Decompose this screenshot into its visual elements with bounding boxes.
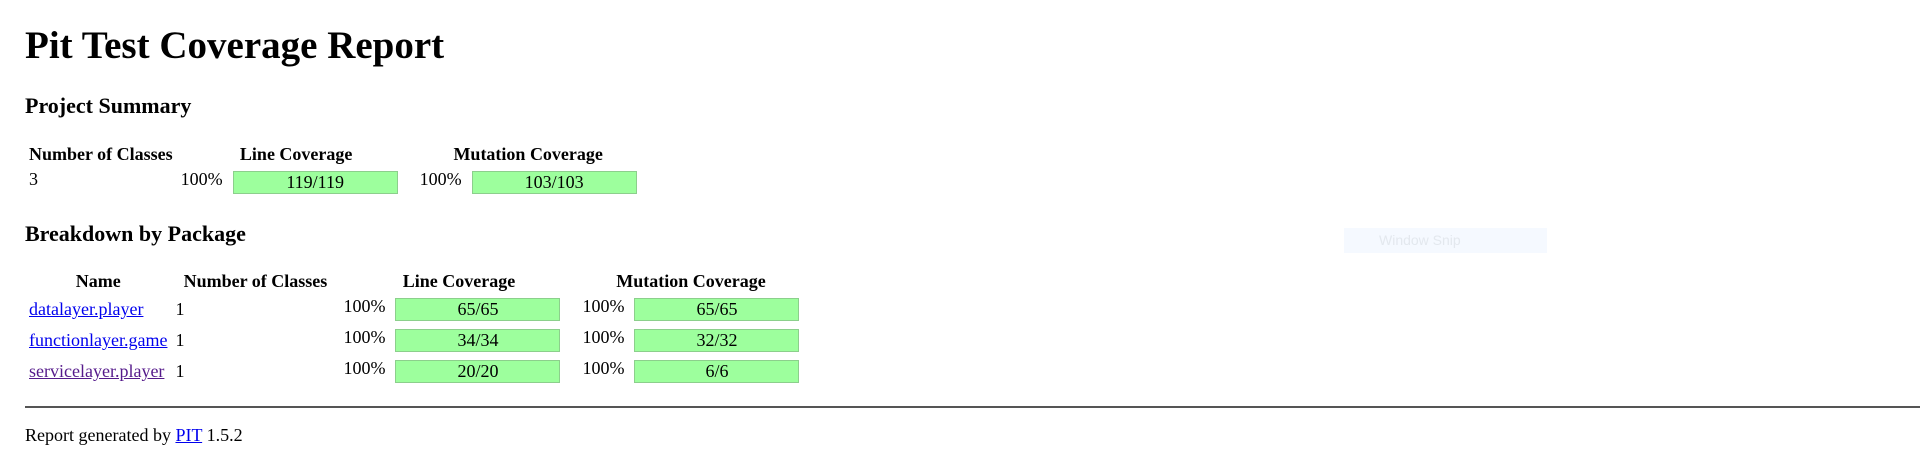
package-row: servicelayer.player 1 100% 20/20 100% 6/… <box>25 356 803 387</box>
summary-line-coverage-bar: 119/119 <box>232 171 398 194</box>
package-row: datalayer.player 1 100% 65/65 100% 65/65 <box>25 294 803 325</box>
header-line-coverage: Line Coverage <box>402 270 516 291</box>
package-mutation-pct: 100% <box>582 296 625 316</box>
summary-line-pct: 100% <box>180 169 223 189</box>
package-mutation-pct: 100% <box>582 327 625 347</box>
footer-divider <box>25 406 1920 408</box>
package-breakdown-table: Name Number of Classes Line Coverage Mut… <box>25 268 803 387</box>
header-mutation-coverage: Mutation Coverage <box>453 143 603 164</box>
package-mutation-pct: 100% <box>582 358 625 378</box>
package-line-pct: 100% <box>343 296 386 316</box>
package-link-functionlayer-game[interactable]: functionlayer.game <box>29 330 168 350</box>
package-mutation-coverage-bar: 32/32 <box>634 329 800 352</box>
header-line-coverage: Line Coverage <box>239 143 353 164</box>
package-link-servicelayer-player[interactable]: servicelayer.player <box>29 361 165 381</box>
package-row: functionlayer.game 1 100% 34/34 100% 32/… <box>25 325 803 356</box>
package-classes: 1 <box>175 361 185 381</box>
package-line-pct: 100% <box>343 358 386 378</box>
header-number-of-classes: Number of Classes <box>183 270 328 291</box>
header-number-of-classes: Number of Classes <box>29 143 173 164</box>
summary-mutation-coverage-bar: 103/103 <box>471 171 637 194</box>
package-line-pct: 100% <box>343 327 386 347</box>
package-mutation-coverage-bar: 65/65 <box>634 298 800 321</box>
footer-version: 1.5.2 <box>206 425 243 445</box>
package-line-coverage-bar: 65/65 <box>395 298 561 321</box>
page-title: Pit Test Coverage Report <box>25 24 445 67</box>
summary-header-row: Number of Classes Line Coverage Mutation… <box>25 141 641 167</box>
footer: Report generated by PIT 1.5.2 <box>25 425 243 446</box>
summary-row: 3 100% 119/119 100% 103/103 <box>25 167 641 198</box>
pit-link[interactable]: PIT <box>175 425 203 445</box>
header-name: Name <box>75 270 121 291</box>
footer-prefix: Report generated by <box>25 425 171 445</box>
breakdown-header-row: Name Number of Classes Line Coverage Mut… <box>25 268 803 294</box>
package-classes: 1 <box>175 299 185 319</box>
package-line-coverage-bar: 34/34 <box>395 329 561 352</box>
project-summary-heading: Project Summary <box>25 93 192 118</box>
breakdown-heading: Breakdown by Package <box>25 221 246 246</box>
package-mutation-coverage-bar: 6/6 <box>634 360 800 383</box>
summary-mutation-pct: 100% <box>419 169 462 189</box>
package-classes: 1 <box>175 330 185 350</box>
header-mutation-coverage: Mutation Coverage <box>616 270 766 291</box>
package-link-datalayer-player[interactable]: datalayer.player <box>29 299 144 319</box>
project-summary-table: Number of Classes Line Coverage Mutation… <box>25 141 641 198</box>
summary-classes: 3 <box>29 169 38 189</box>
window-snip-overlay[interactable]: Window Snip <box>1344 228 1547 253</box>
package-line-coverage-bar: 20/20 <box>395 360 561 383</box>
